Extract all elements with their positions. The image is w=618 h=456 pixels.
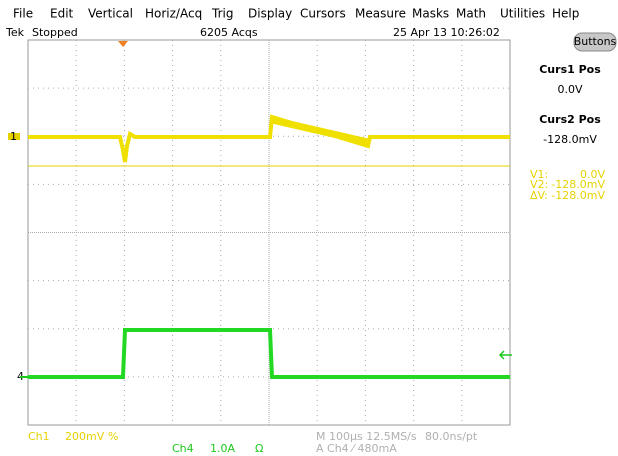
menu-item[interactable]: File [13,7,33,21]
ch1-marker-label: 1 [10,130,17,143]
ch1-symbol: % [108,430,118,443]
buttons-button[interactable] [573,32,617,52]
ch4-label: Ch4 [172,442,194,455]
cursor-readout: V1: 0.0V V2: -128.0mV ΔV: -128.0mV [530,168,605,202]
ch4-scale: 1.0A [210,442,235,455]
brand: Tek [5,26,25,39]
trigger-position [118,41,128,47]
menu-item[interactable]: Trig [211,7,233,21]
menu-item[interactable]: Cursors [300,7,346,21]
datetime: 25 Apr 13 10:26:02 [393,26,500,39]
menu-bar: File Edit Vertical Horiz/Acq Trig Displa… [13,7,579,21]
ch1-trace-noise [271,116,369,146]
menu-item[interactable]: Horiz/Acq [145,7,202,21]
curs1-value: 0.0V [557,83,582,96]
curs1-label: Curs1 Pos [539,63,601,76]
menu-item[interactable]: Utilities [500,7,545,21]
menu-item[interactable]: Masks [412,7,449,21]
menu-item[interactable]: Vertical [88,7,133,21]
ch1-marker [8,133,20,140]
curs2-label: Curs2 Pos [539,113,601,126]
curs2-value: -128.0mV [543,133,597,146]
timebase: M 100µs 12.5MS/s [316,430,417,443]
readout-value: -128.0mV [551,178,605,191]
menu-item[interactable]: Math [456,7,486,21]
ch4-trace [28,328,510,379]
acq-state: Stopped [32,26,78,39]
readout-label: V1: [530,168,548,181]
trigger-level [498,350,512,360]
ch1-scale: 200mV [65,430,105,443]
ch1-trace [28,114,510,163]
trigger-setting: A Ch4 ⁄ 480mA [316,442,397,455]
menu-item[interactable]: Edit [50,7,74,21]
readout-label: ΔV: [530,189,548,202]
acq-count: 6205 Acqs [200,26,258,39]
readout-value: -128.0mV [551,189,605,202]
readout-value: 0.0V [580,168,605,181]
ch4-symbol: Ω [255,442,263,455]
ch1-label: Ch1 [28,430,50,443]
readout-label: V2: [530,178,548,191]
resolution: 80.0ns/pt [425,430,478,443]
menu-item[interactable]: Display [248,7,292,21]
menu-item[interactable]: Measure [355,7,406,21]
menu-item[interactable]: Help [552,7,579,21]
buttons-label[interactable]: Buttons [574,35,617,48]
